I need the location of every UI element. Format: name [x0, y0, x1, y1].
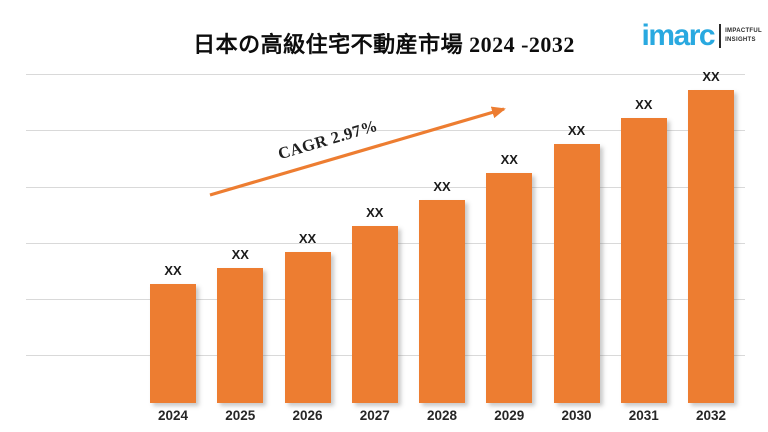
logo-tagline-line2: INSIGHTS [725, 36, 756, 43]
logo-tagline-line1: IMPACTFUL [725, 28, 762, 35]
chart-title: 日本の高級住宅不動産市場 2024 -2032 [193, 32, 575, 57]
bar-2028 [419, 200, 465, 403]
value-label-2031: XX [635, 97, 653, 112]
value-label-2025: XX [231, 247, 249, 262]
logo-tagline: IMPACTFUL INSIGHTS [725, 27, 762, 43]
x-tick-2030: 2030 [561, 408, 592, 423]
bar-2029 [486, 173, 533, 403]
bar-2027 [351, 226, 398, 403]
bar-2031 [620, 118, 667, 403]
bar-2032 [688, 90, 734, 403]
value-label-2026: XX [298, 231, 317, 246]
bar-2030 [553, 144, 600, 403]
x-axis-labels: 2024 2025 2026 2027 2028 2029 2030 2031 2032 [26, 403, 745, 429]
imarc-logo: imarc IMPACTFUL INSIGHTS [641, 19, 762, 52]
x-tick-2031: 2031 [628, 408, 659, 423]
x-tick-2024: 2024 [157, 408, 189, 423]
x-tick-2032: 2032 [695, 408, 727, 423]
logo-divider [719, 23, 722, 48]
x-tick-2029: 2029 [494, 408, 525, 423]
value-label-2032: XX [702, 69, 720, 84]
imarc-logo-wordmark: imarc [641, 19, 716, 52]
bar-2025 [217, 268, 264, 403]
gridline [26, 74, 745, 75]
value-label-2027: XX [366, 205, 384, 220]
x-tick-2027: 2027 [359, 408, 390, 423]
bar-2024 [150, 284, 196, 403]
value-label-2030: XX [567, 123, 586, 138]
x-tick-2025: 2025 [225, 408, 256, 423]
value-label-2024: XX [164, 263, 182, 278]
bar-2026 [284, 252, 331, 403]
value-label-2029: XX [500, 152, 518, 167]
value-label-2028: XX [433, 179, 451, 194]
x-tick-2028: 2028 [426, 408, 458, 423]
plot-area: CAGR 2.97% XX XX XX XX XX XX XX XX XX [26, 69, 745, 403]
x-tick-2026: 2026 [292, 408, 323, 423]
